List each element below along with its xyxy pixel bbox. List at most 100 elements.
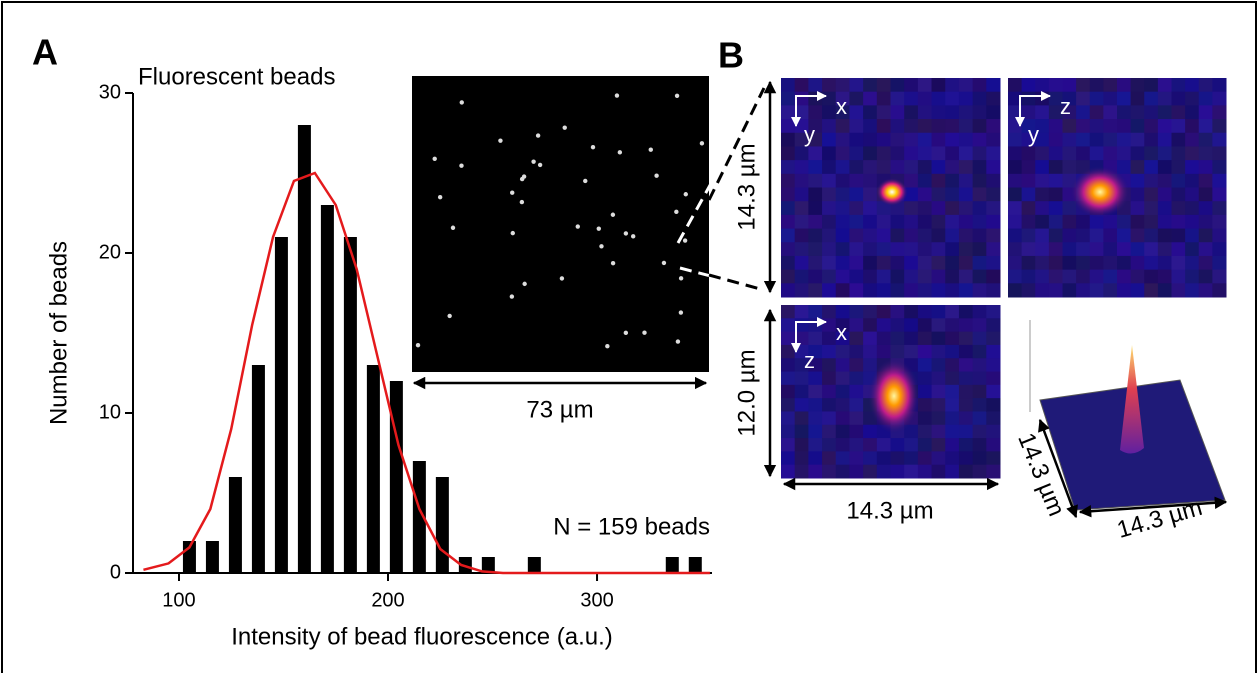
pixel	[1130, 78, 1145, 93]
pixel	[972, 305, 987, 319]
pixel	[781, 173, 796, 188]
pixel	[808, 132, 823, 147]
pixel	[1062, 242, 1077, 257]
bead-dot	[510, 230, 515, 236]
pixel	[904, 146, 919, 161]
pixel	[1021, 132, 1036, 147]
pixel	[945, 464, 960, 479]
pixel	[1008, 173, 1023, 188]
pixel	[1021, 91, 1036, 106]
pixel	[849, 269, 864, 284]
pixel	[986, 132, 1001, 147]
pixel	[972, 228, 987, 243]
bead-image	[412, 76, 709, 372]
axis-name: z	[1060, 94, 1071, 119]
pixel	[917, 160, 933, 175]
pixel	[835, 318, 850, 333]
pixel	[781, 451, 796, 466]
pixel	[958, 187, 974, 202]
pixel	[1076, 228, 1091, 243]
bar	[205, 541, 219, 573]
pixel	[986, 398, 1001, 412]
pixel	[808, 255, 823, 271]
pixel	[1103, 146, 1118, 161]
pixel	[1171, 283, 1186, 298]
pixel	[917, 398, 933, 412]
axis-name: y	[1028, 122, 1039, 147]
pixel	[1076, 78, 1091, 93]
pixel	[822, 132, 837, 147]
pixel	[1021, 187, 1036, 202]
pixel	[931, 119, 946, 134]
pixel	[1144, 228, 1159, 243]
pixel	[781, 78, 796, 93]
pixel	[1062, 228, 1077, 243]
pixel	[1198, 78, 1213, 93]
pixel	[1048, 78, 1063, 93]
pixel	[876, 255, 891, 271]
pixel	[794, 132, 809, 147]
pixel	[781, 283, 796, 298]
pixel	[1185, 283, 1200, 298]
pixel	[945, 119, 960, 134]
pixel	[1212, 201, 1227, 216]
pixel	[931, 398, 946, 412]
pixel	[972, 331, 987, 346]
pixel	[1212, 160, 1227, 175]
pixel	[1212, 242, 1227, 257]
pixel	[1130, 214, 1145, 230]
pixel	[890, 91, 905, 106]
pixel	[794, 255, 809, 271]
pixel	[781, 160, 796, 175]
pixel	[1171, 132, 1186, 147]
bead-dot	[683, 192, 688, 197]
pixel	[1185, 160, 1200, 175]
pixel	[1171, 187, 1186, 202]
pixel	[972, 411, 987, 426]
pixel	[876, 132, 891, 147]
pixel	[945, 344, 960, 359]
pixel	[1157, 160, 1172, 175]
pixel	[849, 305, 864, 319]
pixel	[1076, 269, 1091, 284]
pixel	[1048, 160, 1063, 175]
pixel	[794, 451, 809, 466]
pixel	[1021, 228, 1036, 243]
scale-arrow	[1078, 496, 1228, 518]
pixel	[794, 173, 809, 188]
x-tick-label: 200	[371, 589, 404, 611]
pixel	[1185, 187, 1200, 202]
pixel	[890, 146, 905, 161]
pixel	[972, 269, 987, 284]
pixel	[917, 78, 933, 93]
pixel	[1144, 201, 1159, 216]
pixel	[1048, 283, 1063, 298]
pixel	[1171, 105, 1186, 120]
pixel	[931, 228, 946, 243]
pixel	[1198, 187, 1213, 202]
pixel	[958, 411, 974, 426]
pixel	[945, 371, 960, 386]
pixel	[1035, 228, 1050, 243]
pixel	[781, 105, 796, 120]
pixel	[917, 146, 933, 161]
pixel	[808, 160, 823, 175]
pixel	[890, 283, 905, 298]
pixel	[890, 464, 905, 479]
pixel	[1130, 228, 1145, 243]
pixel	[1103, 119, 1118, 134]
pixel	[1198, 91, 1213, 106]
bead-dot	[596, 226, 601, 231]
pixel	[1117, 119, 1132, 134]
pixel	[904, 214, 919, 230]
pixel	[945, 105, 960, 120]
pixel	[958, 105, 974, 120]
pixel	[986, 464, 1001, 479]
pixel	[958, 283, 974, 298]
pixel	[835, 173, 850, 188]
pixel	[986, 119, 1001, 134]
pixel	[808, 331, 823, 346]
pixel	[917, 318, 933, 333]
pixel	[986, 269, 1001, 284]
pixel	[1198, 242, 1213, 257]
